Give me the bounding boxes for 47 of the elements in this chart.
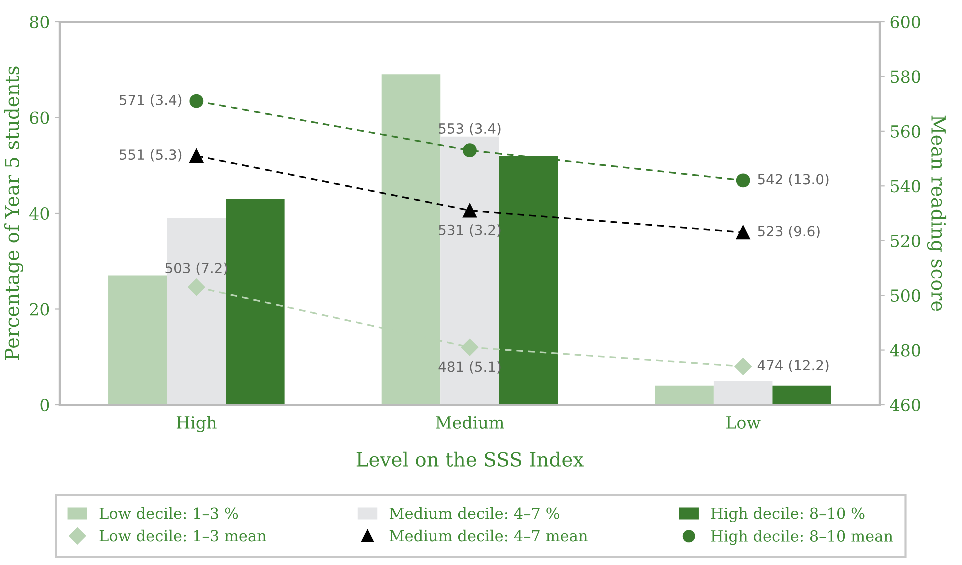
data-label: 542 (13.0) xyxy=(758,174,829,186)
y-tick-label: 80 xyxy=(30,16,50,29)
point xyxy=(736,226,750,240)
bar xyxy=(655,386,714,405)
bar xyxy=(108,276,168,405)
data-label: 551 (5.3) xyxy=(120,149,182,162)
point xyxy=(734,358,752,376)
x-tick-label: Medium xyxy=(436,416,504,430)
legend-label: High decile: 8–10 mean xyxy=(711,530,894,546)
bar xyxy=(226,199,285,405)
y2-tick-label: 580 xyxy=(891,70,920,84)
y-tick-label: 40 xyxy=(30,207,50,220)
x-axis-title: Level on the SSS Index xyxy=(356,452,584,467)
y-axis-title: Percentage of Year 5 students xyxy=(4,66,24,360)
bar xyxy=(714,381,773,405)
point xyxy=(188,278,206,296)
legend-label: High decile: 8–10 % xyxy=(711,507,865,522)
y-tick-label: 0 xyxy=(40,398,50,412)
point xyxy=(190,94,204,108)
data-label: 571 (3.4) xyxy=(120,94,182,107)
y2-tick-label: 540 xyxy=(891,180,920,193)
bar xyxy=(167,218,226,405)
y2-tick-label: 480 xyxy=(890,344,920,357)
y2-tick-label: 520 xyxy=(891,234,920,248)
x-tick-label: Low xyxy=(726,416,761,430)
point xyxy=(190,149,204,163)
x-tick-label: High xyxy=(176,416,217,432)
y2-tick-label: 560 xyxy=(891,125,920,138)
legend-label: Low decile: 1–3 mean xyxy=(100,530,266,542)
y2-axis-title: Mean reading score xyxy=(927,116,947,312)
bar xyxy=(440,136,500,405)
point xyxy=(736,174,750,188)
data-label: 523 (9.6) xyxy=(758,226,820,238)
data-label: 553 (3.4) xyxy=(439,123,501,136)
y2-tick-label: 500 xyxy=(891,290,920,302)
y2-tick-label: 600 xyxy=(890,16,920,29)
point xyxy=(463,144,477,158)
point xyxy=(461,339,479,356)
legend-label: Medium decile: 4–7 mean xyxy=(390,530,588,542)
legend-label: Medium decile: 4–7 % xyxy=(390,507,560,520)
y-tick-label: 20 xyxy=(30,303,50,316)
bar xyxy=(772,386,832,405)
legend-label: Low decile: 1–3 % xyxy=(100,507,238,520)
y2-tick-label: 460 xyxy=(890,398,920,412)
data-label: 474 (12.2) xyxy=(758,360,829,372)
point xyxy=(463,204,477,218)
y-tick-label: 60 xyxy=(30,112,50,124)
